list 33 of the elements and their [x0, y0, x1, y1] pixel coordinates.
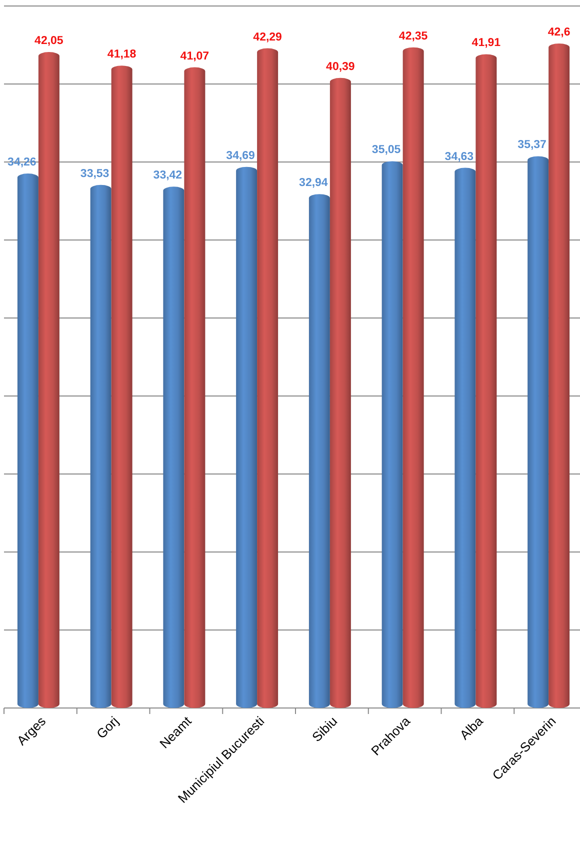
- bar: [163, 186, 184, 708]
- data-label: 34,69: [226, 150, 255, 162]
- bar: [17, 174, 38, 708]
- bar: [111, 66, 132, 708]
- bar: [382, 161, 403, 708]
- x-tick-label: Gorj: [93, 713, 122, 742]
- data-label: 41,18: [107, 48, 137, 61]
- data-label: 42,35: [398, 30, 428, 42]
- bar: [236, 166, 258, 708]
- bar: [38, 52, 60, 708]
- bar: [257, 48, 278, 708]
- bar: [548, 43, 570, 708]
- bar: [476, 54, 497, 708]
- data-label: 42,6: [548, 26, 570, 38]
- bar: [184, 67, 206, 708]
- data-label: 34,63: [444, 150, 474, 163]
- bar: [330, 78, 351, 708]
- bar: [528, 156, 549, 708]
- data-label: 40,39: [326, 60, 355, 73]
- data-label: 41,91: [472, 37, 502, 50]
- bar: [402, 47, 424, 708]
- bar: [90, 184, 112, 708]
- data-label: 35,37: [518, 139, 546, 152]
- data-label: 32,94: [299, 177, 328, 190]
- bar: [308, 194, 330, 708]
- data-label: 41,07: [180, 50, 210, 62]
- data-label: 42,29: [253, 31, 282, 44]
- data-label: 33,53: [80, 168, 110, 180]
- data-label: 33,42: [153, 170, 182, 182]
- bar: [454, 168, 476, 708]
- data-label: 35,05: [372, 144, 402, 156]
- data-label: 42,05: [34, 35, 64, 48]
- x-tick-label: Alba: [456, 712, 486, 743]
